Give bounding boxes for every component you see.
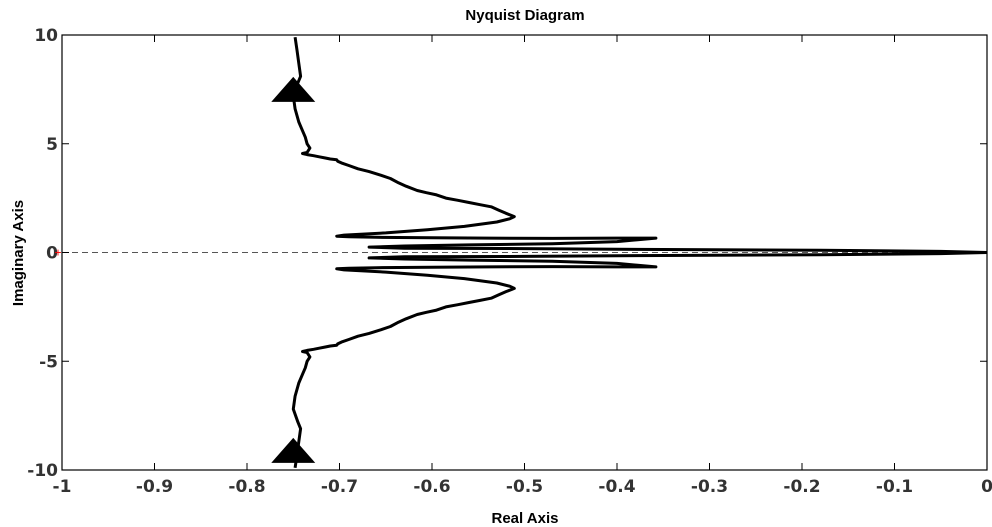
- plot-area: -1 -0.9 -0.8 -0.7 -0.6 -0.5 -0.4 -0.3 -0.2 -0.1 0 1…: [27, 26, 992, 497]
- x-tick-label: 0: [981, 477, 992, 497]
- nyquist-curve-negative: [291, 251, 988, 469]
- x-tick-label: -0.3: [691, 477, 728, 497]
- chart-title: Nyquist Diagram: [465, 7, 584, 24]
- direction-arrow: [271, 76, 316, 102]
- critical-point-marker: +: [54, 246, 61, 260]
- y-tick-label: -5: [39, 352, 58, 372]
- x-tick-label: -0.7: [321, 477, 358, 497]
- x-tick-label: -0.1: [876, 477, 913, 497]
- x-tick-label: -1: [53, 477, 72, 497]
- nyquist-curve-positive: [291, 36, 988, 254]
- x-tick-label: -0.8: [228, 477, 265, 497]
- y-tick-label: -10: [27, 461, 58, 481]
- x-tick-label: -0.2: [783, 477, 820, 497]
- x-axis-label: Real Axis: [492, 510, 559, 527]
- y-tick-label: 5: [46, 135, 58, 155]
- x-tick-label: -0.4: [598, 477, 635, 497]
- y-tick-label: 10: [34, 26, 58, 46]
- x-tick-label: -0.5: [506, 477, 543, 497]
- y-tick-label: 0: [46, 244, 58, 264]
- y-axis-label: Imaginary Axis: [10, 200, 27, 306]
- x-tick-label: -0.9: [136, 477, 173, 497]
- x-tick-label: -0.6: [413, 477, 450, 497]
- direction-arrow: [271, 437, 316, 463]
